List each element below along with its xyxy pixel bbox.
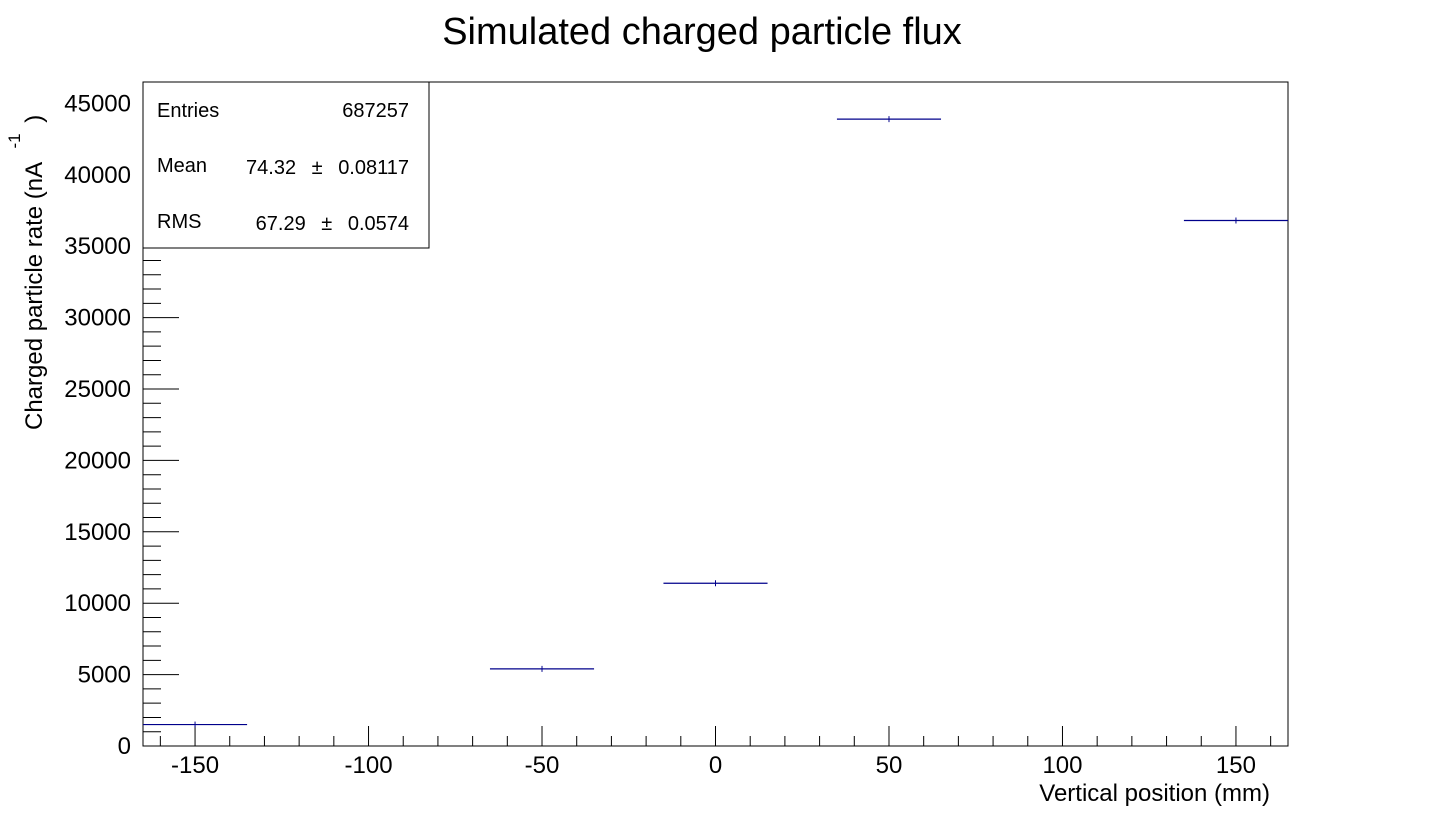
y-axis-label-close: ) [21, 115, 48, 123]
stats-box: Entries 687257 Mean 74.32 ± 0.08117 RMS … [142, 81, 430, 249]
y-tick-label: 15000 [64, 519, 131, 546]
x-axis-ticks [159, 726, 1272, 746]
y-tick-label: 5000 [78, 662, 131, 689]
stats-rms-pm: ± [321, 213, 332, 235]
histogram-bins [143, 116, 1288, 728]
x-tick-label: -100 [345, 752, 393, 779]
y-tick-label: 35000 [64, 233, 131, 260]
y-axis-tick-labels: 0 5000 10000 15000 20000 25000 30000 35000 40000… [64, 90, 131, 760]
x-tick-label: 150 [1216, 752, 1256, 779]
x-tick-label: 100 [1042, 752, 1082, 779]
x-tick-label: -150 [171, 752, 219, 779]
stats-mean-error: 0.08117 [338, 157, 409, 179]
stats-rms-value: 67.29 ± 0.0574 [256, 213, 409, 235]
y-axis-label-superscript: -1 [5, 133, 24, 148]
x-axis-tick-labels: -150 -100 -50 0 50 100 150 [171, 752, 1256, 779]
x-tick-label: -50 [525, 752, 560, 779]
stats-mean-pm: ± [312, 157, 323, 179]
y-tick-label: 20000 [64, 447, 131, 474]
chart-title: Simulated charged particle flux [442, 11, 962, 53]
stats-mean-value: 74.32 ± 0.08117 [246, 157, 409, 179]
x-tick-label: 50 [876, 752, 903, 779]
x-tick-label: 0 [709, 752, 722, 779]
svg-text:Charged particle rate (nA: Charged particle rate (nA -1 ) [0, 115, 48, 430]
y-tick-label: 45000 [64, 90, 131, 117]
stats-box-frame [142, 81, 430, 249]
stats-rms-label: RMS [157, 211, 201, 233]
y-tick-label: 10000 [64, 590, 131, 617]
stats-entries-value: 687257 [342, 100, 409, 122]
y-tick-label: 30000 [64, 305, 131, 332]
y-axis-label-main: Charged particle rate (nA [21, 162, 48, 430]
y-axis-label: Charged particle rate (nA -1 ) [0, 115, 48, 430]
stats-entries-label: Entries [157, 100, 219, 122]
x-axis-label: Vertical position (mm) [1039, 780, 1270, 807]
y-tick-label: 0 [118, 733, 131, 760]
stats-mean-number: 74.32 [246, 157, 296, 179]
stats-mean-label: Mean [157, 155, 207, 177]
stats-rms-number: 67.29 [256, 213, 306, 235]
y-tick-label: 25000 [64, 376, 131, 403]
stats-rms-error: 0.0574 [348, 213, 409, 235]
y-tick-label: 40000 [64, 162, 131, 189]
